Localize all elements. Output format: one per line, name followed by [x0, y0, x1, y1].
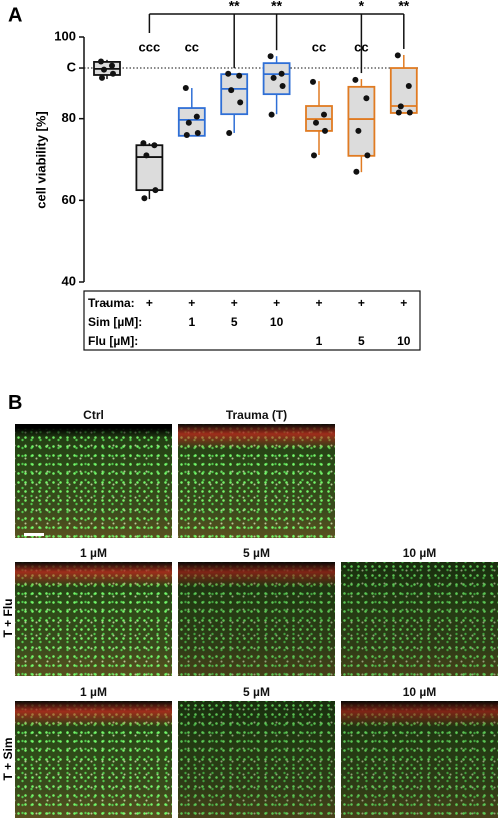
condition-value: + — [358, 296, 365, 310]
image-caption: 10 µM — [402, 685, 437, 699]
data-point — [394, 52, 401, 59]
image-caption: Trauma (T) — [225, 408, 288, 422]
significance-label: cc — [185, 39, 199, 54]
significance-label: ** — [271, 0, 282, 14]
data-point — [110, 70, 116, 77]
condition-value: - — [105, 296, 109, 310]
data-point — [397, 103, 404, 110]
condition-table — [83, 290, 421, 351]
data-point — [406, 109, 413, 116]
data-point — [355, 127, 362, 134]
image-caption: 1 µM — [80, 546, 107, 560]
panel-label: A — [8, 4, 22, 26]
scale-bar — [24, 533, 44, 536]
condition-value: + — [146, 296, 153, 310]
data-point — [99, 74, 105, 81]
data-point — [151, 142, 158, 149]
data-point — [352, 76, 359, 83]
data-point — [101, 66, 107, 73]
micrograph — [178, 701, 335, 818]
image-caption: 10 µM — [402, 546, 437, 560]
image-caption: Ctrl — [83, 408, 104, 422]
image-caption: 1 µM — [80, 685, 107, 699]
data-point — [310, 78, 316, 85]
y-tick-label: 100 — [54, 28, 76, 43]
micrograph — [15, 424, 172, 538]
significance-label: cc — [312, 39, 326, 54]
data-point — [182, 85, 189, 92]
data-point — [185, 119, 192, 126]
data-point — [313, 119, 319, 126]
y-axis-label: cell viability [%] — [33, 111, 48, 209]
condition-value: 10 — [270, 315, 284, 329]
panel-label: B — [8, 392, 23, 414]
data-point — [279, 83, 286, 89]
condition-name: Trauma: — [88, 296, 135, 310]
data-point — [311, 152, 317, 159]
box — [262, 62, 291, 96]
row-label: T + Flu — [1, 598, 15, 638]
data-point — [353, 168, 360, 175]
micrograph — [178, 562, 335, 676]
micrograph — [178, 424, 335, 538]
data-point — [228, 87, 235, 94]
condition-value: 1 — [316, 334, 323, 348]
condition-value: 1 — [188, 315, 195, 329]
data-point — [395, 109, 402, 116]
condition-value: 5 — [358, 334, 365, 348]
condition-value: + — [231, 296, 238, 310]
micrograph — [15, 562, 172, 676]
row-label: T + Sim — [1, 737, 15, 781]
image-caption: 5 µM — [243, 685, 270, 699]
data-point — [237, 99, 244, 106]
y-tick-label: 80 — [62, 110, 76, 125]
y-tick-label: 60 — [62, 192, 76, 207]
condition-value: 10 — [397, 334, 411, 348]
data-point — [405, 83, 412, 89]
data-point — [194, 129, 201, 136]
condition-value: + — [188, 296, 195, 310]
data-point — [152, 187, 159, 194]
data-point — [267, 53, 274, 60]
condition-name: Flu [µM]: — [88, 334, 138, 348]
data-point — [226, 129, 233, 136]
condition-value: + — [315, 296, 322, 310]
data-point — [225, 70, 232, 77]
data-point — [193, 113, 200, 120]
significance-label: ccc — [139, 39, 161, 54]
box — [177, 107, 206, 137]
box — [135, 144, 164, 192]
data-point — [140, 140, 147, 147]
data-point — [98, 58, 104, 65]
data-point — [322, 127, 328, 134]
data-point — [321, 111, 327, 118]
y-tick-label: C — [67, 59, 77, 74]
micrograph — [341, 701, 498, 818]
data-point — [109, 62, 115, 69]
image-caption: 5 µM — [243, 546, 270, 560]
data-point — [268, 111, 275, 118]
data-point — [270, 74, 277, 81]
data-point — [278, 70, 285, 77]
data-point — [141, 195, 148, 202]
significance-label: ** — [398, 0, 409, 14]
box — [220, 73, 249, 116]
y-tick-label: 40 — [62, 273, 76, 288]
data-point — [364, 152, 371, 159]
data-point — [143, 152, 150, 159]
condition-value: + — [273, 296, 280, 310]
data-point — [363, 95, 370, 102]
condition-name: Sim [µM]: — [88, 315, 142, 329]
data-point — [236, 72, 243, 79]
significance-label: * — [359, 0, 365, 14]
box — [347, 85, 376, 157]
micrograph — [15, 701, 172, 818]
significance-label: ** — [229, 0, 240, 14]
condition-value: + — [400, 296, 407, 310]
micrograph — [341, 562, 498, 676]
condition-value: 5 — [231, 315, 238, 329]
data-point — [183, 132, 190, 138]
